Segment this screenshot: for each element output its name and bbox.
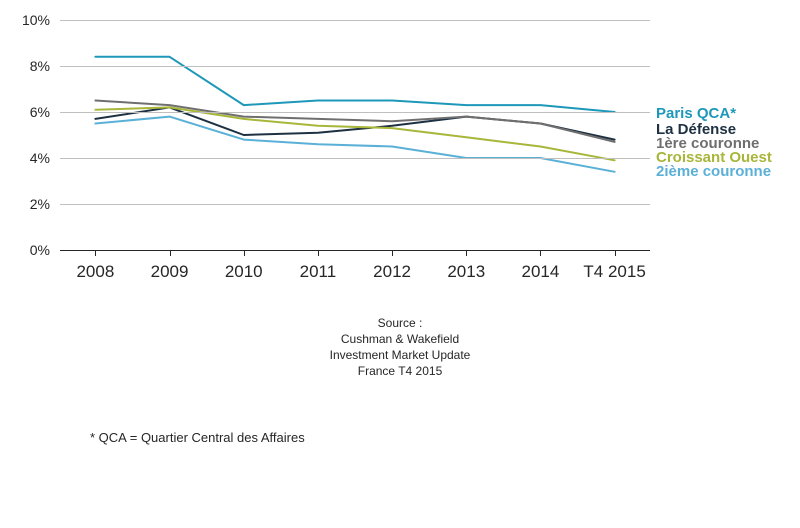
y-axis-label: 2% bbox=[10, 196, 50, 212]
line-series bbox=[95, 101, 614, 142]
gridline bbox=[60, 158, 650, 159]
source-line: Investment Market Update bbox=[0, 347, 800, 363]
gridline bbox=[60, 66, 650, 67]
line-series bbox=[95, 107, 614, 160]
gridline bbox=[60, 112, 650, 113]
gridline bbox=[60, 250, 650, 251]
line-series-layer bbox=[60, 20, 650, 250]
y-axis-label: 4% bbox=[10, 150, 50, 166]
x-axis-label: 2008 bbox=[76, 262, 114, 282]
series-label: Paris QCA* bbox=[656, 105, 736, 122]
line-series bbox=[95, 117, 614, 172]
x-axis-label: 2010 bbox=[225, 262, 263, 282]
source-line: France T4 2015 bbox=[0, 363, 800, 379]
x-axis-tick bbox=[318, 250, 319, 256]
chart-frame: 0% 2% 4% 6% 8% 10% 2008 2009 2010 2011 2012 2013 201… bbox=[0, 0, 800, 528]
x-axis-label: 2014 bbox=[522, 262, 560, 282]
y-axis-label: 8% bbox=[10, 58, 50, 74]
plot-area: 0%2%4%6%8%10%200820092010201120122013201… bbox=[60, 20, 650, 250]
x-axis-label: 2013 bbox=[447, 262, 485, 282]
source-citation: Source :Cushman & WakefieldInvestment Ma… bbox=[0, 315, 800, 379]
x-axis-tick bbox=[466, 250, 467, 256]
x-axis-tick bbox=[540, 250, 541, 256]
x-axis-label: 2011 bbox=[300, 262, 337, 282]
source-line: Cushman & Wakefield bbox=[0, 331, 800, 347]
x-axis-label: 2009 bbox=[151, 262, 189, 282]
y-axis-label: 10% bbox=[10, 12, 50, 28]
x-axis-tick bbox=[244, 250, 245, 256]
footnote-qca: * QCA = Quartier Central des Affaires bbox=[90, 430, 305, 445]
x-axis-label: 2012 bbox=[373, 262, 411, 282]
series-label: 2ième couronne bbox=[656, 163, 771, 180]
source-line: Source : bbox=[0, 315, 800, 331]
x-axis-tick bbox=[392, 250, 393, 256]
y-axis-label: 6% bbox=[10, 104, 50, 120]
gridline bbox=[60, 20, 650, 21]
gridline bbox=[60, 204, 650, 205]
x-axis-tick bbox=[170, 250, 171, 256]
x-axis-tick bbox=[615, 250, 616, 256]
x-axis-label: T4 2015 bbox=[583, 262, 645, 282]
y-axis-label: 0% bbox=[10, 242, 50, 258]
x-axis-tick bbox=[95, 250, 96, 256]
